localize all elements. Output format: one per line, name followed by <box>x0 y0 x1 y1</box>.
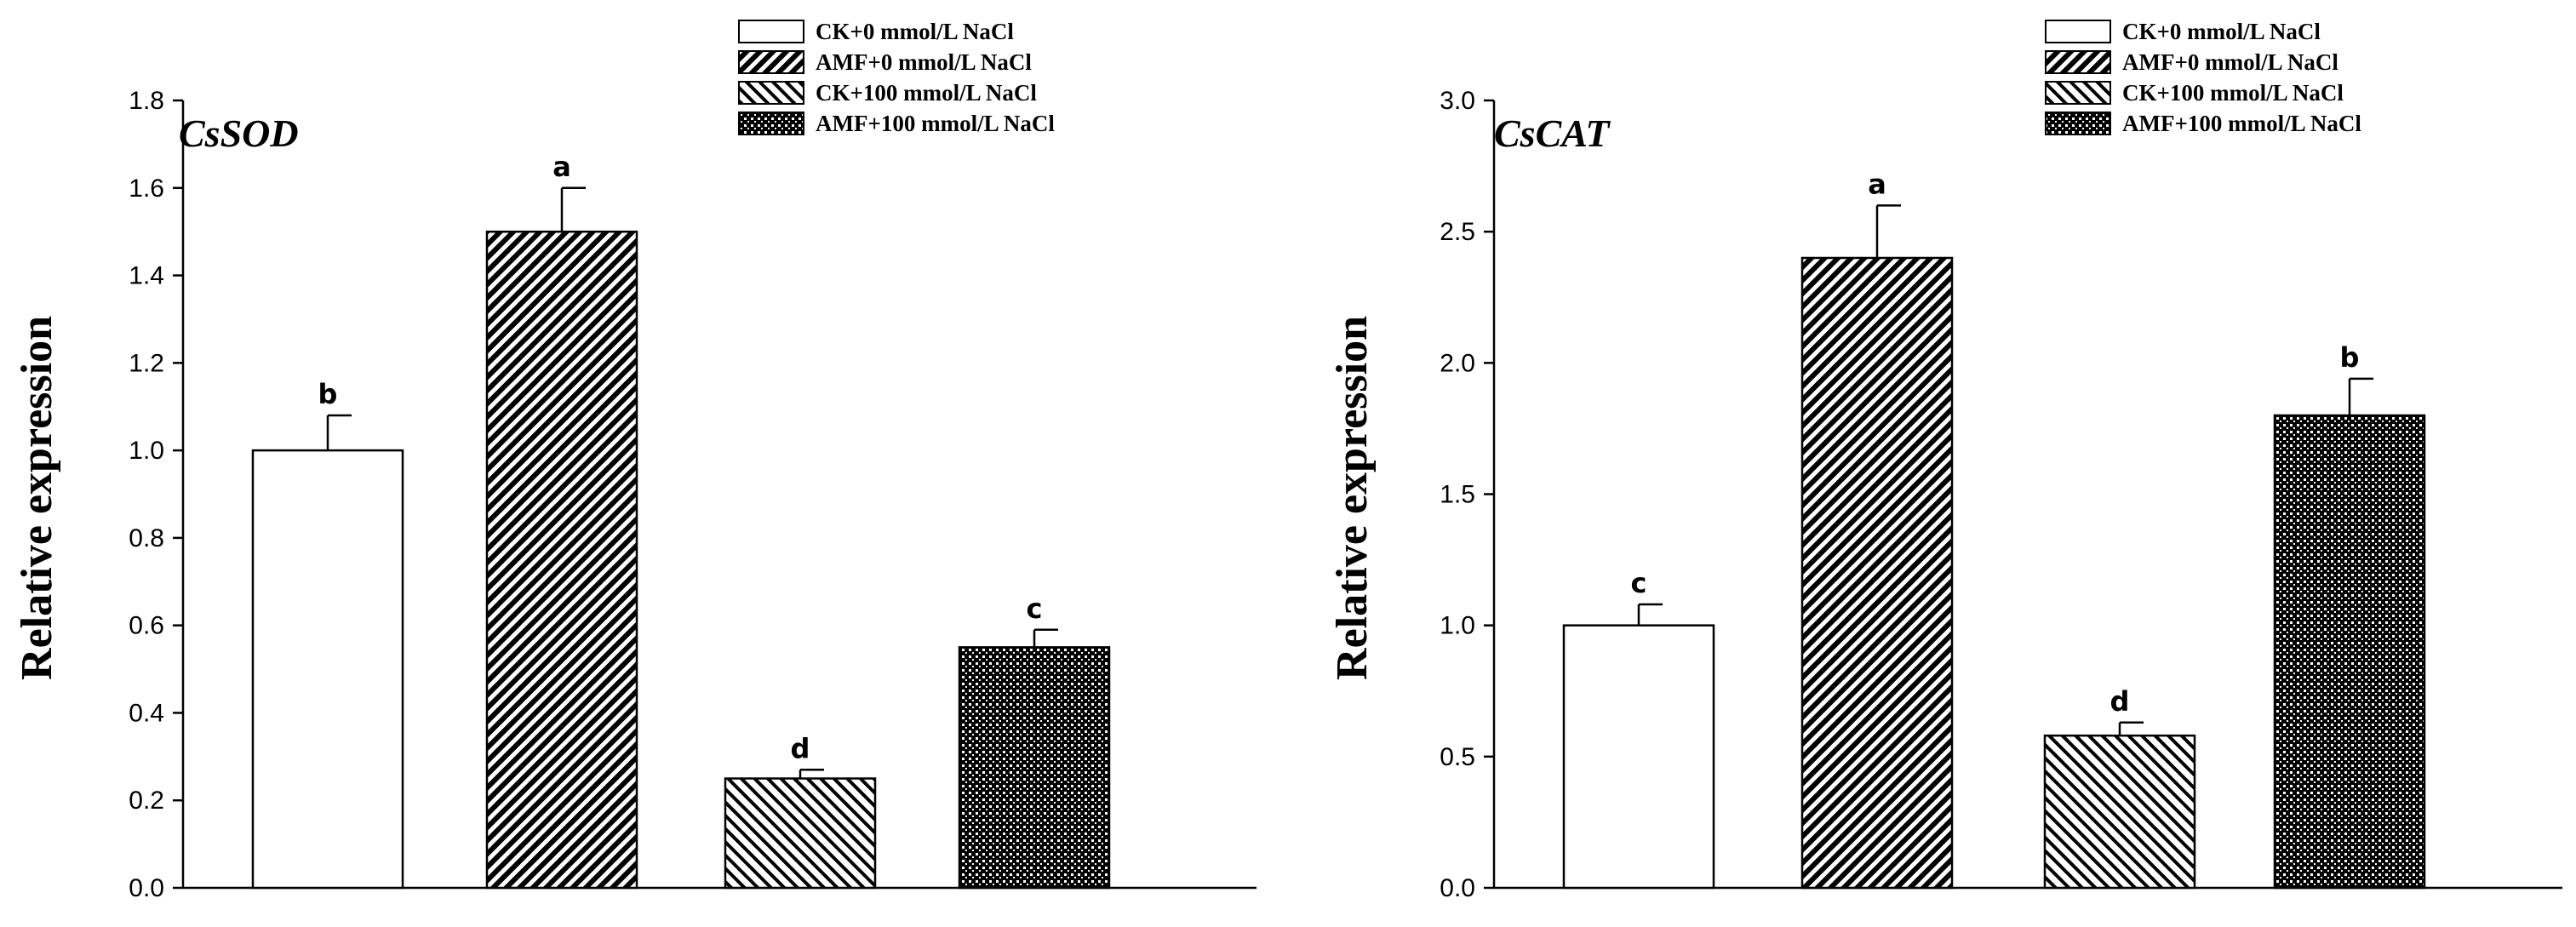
legend-label: AMF+100 mmol/L NaCl <box>816 111 1055 136</box>
bars-cscat: c a d b <box>1562 168 2426 890</box>
legend-swatch <box>738 81 804 105</box>
y-tick-label: 1.0 <box>129 437 164 465</box>
bar <box>1800 256 1954 890</box>
legend-label: CK+100 mmol/L NaCl <box>816 80 1037 106</box>
significance-label: c <box>1027 592 1043 625</box>
y-tick-label: 2.5 <box>1440 218 1475 246</box>
significance-label: a <box>552 151 571 183</box>
bar <box>2043 734 2196 890</box>
legend-swatch <box>2045 50 2111 74</box>
y-tick-label: 2.0 <box>1440 349 1475 377</box>
bar <box>485 230 638 890</box>
significance-label: b <box>318 378 338 410</box>
legend-swatch <box>2045 112 2111 135</box>
legend-label: CK+0 mmol/L NaCl <box>2122 19 2321 44</box>
legend-label: CK+100 mmol/L NaCl <box>2122 80 2344 106</box>
y-tick-label: 1.0 <box>1440 612 1475 640</box>
bar <box>724 777 877 890</box>
y-tick-label: 0.0 <box>1440 874 1475 902</box>
y-tick-label: 3.0 <box>1440 87 1475 115</box>
legend-cscat: CK+0 mmol/L NaCl AMF+0 mmol/L NaCl CK+100 … <box>2045 19 2361 136</box>
significance-label: d <box>2110 685 2130 718</box>
significance-label: a <box>1868 168 1886 200</box>
bar <box>1562 624 1715 890</box>
y-tick-label: 1.4 <box>129 262 164 290</box>
legend-label: CK+0 mmol/L NaCl <box>816 19 1014 44</box>
legend-label: AMF+0 mmol/L NaCl <box>2122 49 2338 75</box>
bar <box>958 646 1111 890</box>
bars-cssod: b a d c <box>251 151 1111 890</box>
axes-cssod: 0.0 0.2 0.4 0.6 0.8 1.0 1.2 1.4 1.6 1.8 <box>129 87 1257 902</box>
legend-label: AMF+100 mmol/L NaCl <box>2122 111 2361 136</box>
panel-cscat: Relative expression CsCAT 0.0 0.5 1.0 1.5 2.… <box>1328 19 2562 902</box>
ylabel-cscat: Relative expression <box>1328 316 1377 680</box>
significance-label: b <box>2340 341 2360 374</box>
legend-swatch <box>738 112 804 135</box>
legend-swatch <box>2045 20 2111 43</box>
significance-label: c <box>1631 567 1647 599</box>
legend-swatch <box>2045 81 2111 105</box>
panel-cssod: Relative expression CsSOD 0.00.20.40.60.… <box>13 19 1257 902</box>
legend-label: AMF+0 mmol/L NaCl <box>816 49 1032 75</box>
ylabel-cssod: Relative expression <box>13 316 61 680</box>
significance-label: d <box>791 732 810 764</box>
y-tick-label: 0.5 <box>1440 743 1475 771</box>
y-tick-label: 0.4 <box>129 699 164 727</box>
bar <box>251 449 404 890</box>
legend-cssod: CK+0 mmol/L NaCl AMF+0 mmol/L NaCl CK+100 … <box>738 19 1055 136</box>
legend-swatch <box>738 20 804 43</box>
legend-swatch <box>738 50 804 74</box>
y-tick-label: 1.5 <box>1440 481 1475 509</box>
y-tick-label: 1.6 <box>129 175 164 203</box>
bar <box>2273 414 2426 890</box>
title-cssod: CsSOD <box>179 112 299 155</box>
y-tick-label: 1.2 <box>129 349 164 377</box>
y-tick-label: 0.8 <box>129 524 164 552</box>
y-tick-label: 1.8 <box>129 87 164 115</box>
y-tick-label: 0.0 <box>129 874 164 902</box>
title-cscat: CsCAT <box>1494 112 1611 155</box>
y-tick-label: 0.6 <box>129 612 164 640</box>
y-tick-label: 0.2 <box>129 787 164 815</box>
